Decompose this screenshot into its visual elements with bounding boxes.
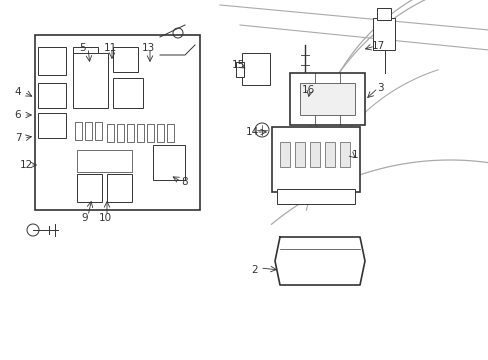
Polygon shape [274, 237, 364, 285]
Bar [127, 124, 134, 142]
Text: 7: 7 [15, 133, 21, 143]
Bar [299, 83, 354, 115]
Bar [280, 142, 289, 167]
Bar [339, 142, 349, 167]
Bar [35, 35, 200, 210]
Bar [75, 122, 82, 140]
Bar [38, 113, 66, 138]
Bar [107, 124, 114, 142]
Bar [137, 124, 143, 142]
Bar [242, 53, 269, 85]
Bar [113, 47, 138, 72]
Bar [38, 47, 66, 75]
Text: 5: 5 [79, 43, 85, 53]
Text: 14: 14 [245, 127, 258, 137]
Bar [73, 47, 98, 72]
Bar [236, 62, 244, 77]
Text: 12: 12 [20, 160, 33, 170]
Bar [77, 174, 102, 202]
Text: 6: 6 [15, 110, 21, 120]
Bar [289, 73, 364, 125]
Bar [113, 78, 142, 108]
Bar [147, 124, 154, 142]
Text: 16: 16 [301, 85, 314, 95]
Bar [376, 8, 390, 20]
Bar [325, 142, 334, 167]
Text: 11: 11 [103, 43, 116, 53]
Text: 15: 15 [231, 60, 244, 70]
Bar [276, 189, 354, 204]
Bar [294, 142, 305, 167]
Text: 1: 1 [351, 150, 358, 160]
Bar [167, 124, 174, 142]
Bar [73, 53, 108, 108]
Bar [117, 124, 124, 142]
Text: 4: 4 [15, 87, 21, 97]
Bar [77, 150, 132, 172]
Bar [271, 127, 359, 192]
Text: 9: 9 [81, 213, 88, 223]
Bar [372, 18, 394, 50]
Bar [95, 122, 102, 140]
Bar [85, 122, 92, 140]
Bar [107, 174, 132, 202]
Bar [38, 83, 66, 108]
Text: 8: 8 [182, 177, 188, 187]
Text: 17: 17 [370, 41, 384, 51]
Text: 3: 3 [376, 83, 383, 93]
Bar [309, 142, 319, 167]
Text: 2: 2 [251, 265, 258, 275]
Bar [153, 145, 184, 180]
Bar [157, 124, 163, 142]
Text: 13: 13 [141, 43, 154, 53]
Text: 10: 10 [98, 213, 111, 223]
